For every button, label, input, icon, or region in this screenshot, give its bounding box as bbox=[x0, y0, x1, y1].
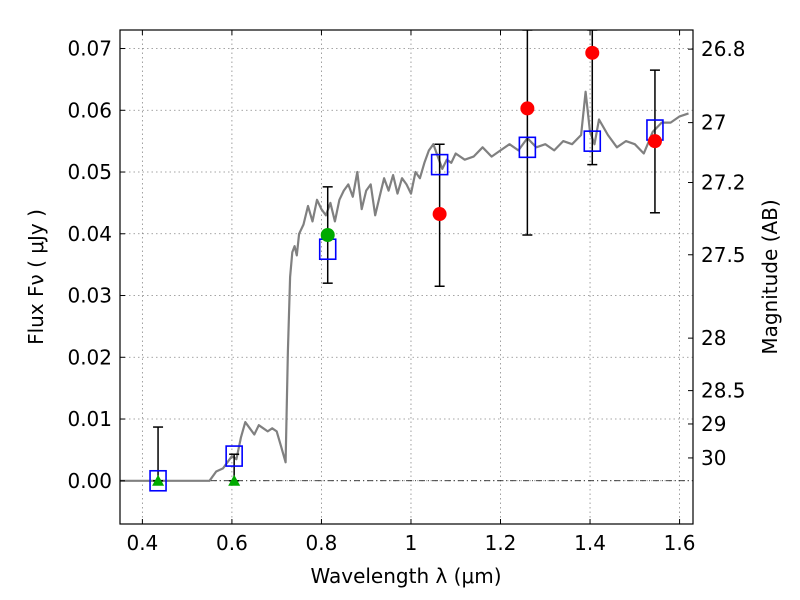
right-tick-label: 29 bbox=[701, 412, 726, 436]
y-tick-label: 0.07 bbox=[67, 37, 112, 61]
observed-flux-circle-marker bbox=[432, 207, 447, 222]
y-tick-label: 0.02 bbox=[67, 345, 112, 369]
observed-flux-circle-marker bbox=[520, 101, 535, 116]
x-tick-label: 1.2 bbox=[485, 531, 517, 555]
model-spectrum-line bbox=[120, 90, 689, 482]
y-axis-left: 0.00 0.01 0.02 0.03 0.04 0.05 0.06 0.07 bbox=[67, 37, 125, 493]
y-tick-label: 0.04 bbox=[67, 222, 112, 246]
x-axis: 0.4 0.6 0.8 1 1.2 1.4 1.6 bbox=[126, 30, 695, 555]
plot-frame bbox=[119, 29, 694, 525]
x-tick-label: 0.6 bbox=[216, 531, 248, 555]
x-tick-label: 1.6 bbox=[664, 531, 696, 555]
upper-limit-triangle-marker bbox=[152, 474, 165, 486]
x-tick-label: 0.8 bbox=[306, 531, 338, 555]
y-axis-right: 26.8 27 27.2 27.5 28 28.5 29 30 bbox=[688, 37, 746, 470]
model-flux-square-marker bbox=[518, 136, 537, 159]
right-tick-label: 28 bbox=[701, 326, 726, 350]
upper-limit-triangle-marker bbox=[228, 474, 241, 486]
observed-flux-circle-marker bbox=[320, 228, 335, 243]
plot-data bbox=[120, 30, 689, 492]
y-tick-label: 0.03 bbox=[67, 284, 112, 308]
right-tick-label: 28.5 bbox=[701, 379, 746, 403]
model-flux-square-marker bbox=[149, 469, 167, 492]
observed-flux-circle-marker bbox=[647, 134, 662, 149]
observed-flux-circle-marker bbox=[585, 45, 600, 60]
y-axis-right-title: Magnitude (AB) bbox=[758, 199, 782, 354]
right-tick-label: 26.8 bbox=[701, 37, 746, 61]
right-tick-label: 27 bbox=[701, 111, 726, 135]
x-tick-label: 1 bbox=[405, 531, 418, 555]
y-tick-label: 0.01 bbox=[67, 407, 112, 431]
x-tick-label: 0.4 bbox=[126, 531, 158, 555]
grid bbox=[120, 30, 693, 524]
y-tick-label: 0.06 bbox=[67, 98, 112, 122]
model-flux-square-marker bbox=[430, 153, 449, 176]
right-tick-label: 27.2 bbox=[701, 171, 746, 195]
x-axis-title: Wavelength λ (μm) bbox=[310, 564, 501, 588]
right-tick-label: 30 bbox=[701, 446, 726, 470]
y-tick-label: 0.00 bbox=[67, 469, 112, 493]
right-tick-label: 27.5 bbox=[701, 243, 746, 267]
model-flux-square-marker bbox=[225, 445, 243, 467]
y-tick-label: 0.05 bbox=[67, 160, 112, 184]
x-tick-label: 1.4 bbox=[574, 531, 606, 555]
model-flux-square-marker bbox=[583, 130, 602, 152]
y-axis-title: Flux Fν ( μJy ) bbox=[24, 209, 48, 345]
